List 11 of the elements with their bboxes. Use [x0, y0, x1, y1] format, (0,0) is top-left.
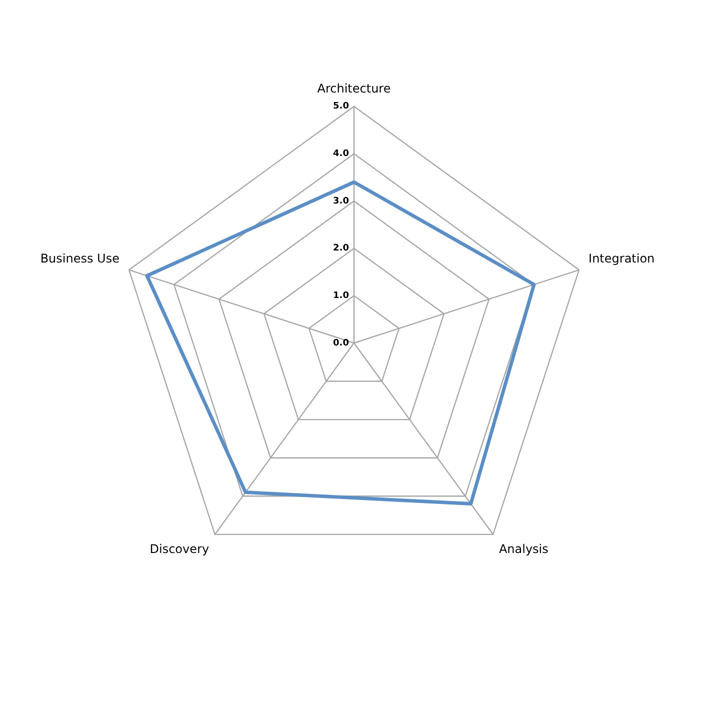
y-tick-label: 1.0	[333, 291, 349, 302]
spoke-label: Analysis	[498, 542, 548, 556]
y-tick-label: 2.0	[333, 244, 349, 254]
y-tick-label: 4.0	[333, 149, 349, 160]
spoke-label: Business Use	[40, 252, 120, 266]
spoke-label: Discovery	[150, 542, 210, 556]
spoke-label: Integration	[588, 252, 655, 266]
y-tick-label: 5.0	[333, 102, 349, 112]
spoke-label: Architecture	[317, 81, 391, 96]
y-tick-label: 0.0	[333, 338, 349, 348]
y-tick-label: 3.0	[333, 196, 349, 206]
